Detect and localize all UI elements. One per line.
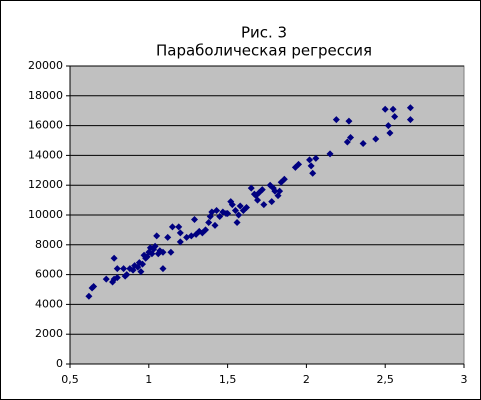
point [113,274,121,282]
point [228,201,236,209]
y-tick-label: 0 [56,357,63,370]
point [309,169,317,177]
point [295,160,303,168]
point [233,218,241,226]
point [120,265,128,273]
point [247,184,255,192]
point [384,122,392,130]
point [345,117,353,125]
point [254,196,262,204]
point [137,268,145,276]
point [332,116,340,124]
point [307,162,315,170]
point [164,233,172,241]
point [159,248,167,256]
point [326,150,334,158]
point [236,202,244,210]
y-tick-label: 14000 [28,148,63,161]
point [213,207,221,215]
point [406,104,414,112]
point [123,271,131,279]
point [306,156,314,164]
point [216,212,224,220]
x-tick-label: 0,5 [61,373,79,386]
x-tick-label: 3 [461,373,468,386]
point [167,248,175,256]
point [235,211,243,219]
y-tick-label: 10000 [28,208,63,221]
y-tick-label: 6000 [35,268,63,281]
point [406,116,414,124]
y-tick-label: 18000 [28,89,63,102]
point [176,238,184,246]
y-tick-label: 2000 [35,327,63,340]
point [102,275,110,283]
point [138,260,146,268]
point [258,186,266,194]
point [191,215,199,223]
y-tick-label: 8000 [35,238,63,251]
point [271,187,279,195]
chart-title: Рис. 3 [241,24,287,42]
point [243,204,251,212]
point [85,292,93,300]
point [268,198,276,206]
point [231,207,239,215]
x-tick-label: 2,5 [376,373,394,386]
y-tick-label: 12000 [28,178,63,191]
point [372,135,380,143]
x-tick-label: 1,5 [219,373,237,386]
y-tick-label: 4000 [35,297,63,310]
chart-subtitle: Параболическая регрессия [156,42,372,60]
point [224,210,232,218]
x-tick-label: 1 [145,373,152,386]
point [168,223,176,231]
point [176,229,184,237]
x-tick-label: 2 [303,373,310,386]
y-tick-label: 20000 [28,59,63,72]
point [359,139,367,147]
point [343,138,351,146]
point [110,254,118,262]
point [90,283,98,291]
point [391,113,399,121]
point [151,242,159,250]
point [347,134,355,142]
point [175,223,183,231]
point [280,175,288,183]
point [260,201,268,209]
point [211,221,219,229]
point [276,187,284,195]
point [386,129,394,137]
point [381,105,389,113]
point [159,265,167,273]
y-tick-label: 16000 [28,119,63,132]
point [153,232,161,240]
point [113,265,121,273]
point [140,251,148,259]
point [202,226,210,234]
point [389,105,397,113]
point [205,218,213,226]
point [312,154,320,162]
